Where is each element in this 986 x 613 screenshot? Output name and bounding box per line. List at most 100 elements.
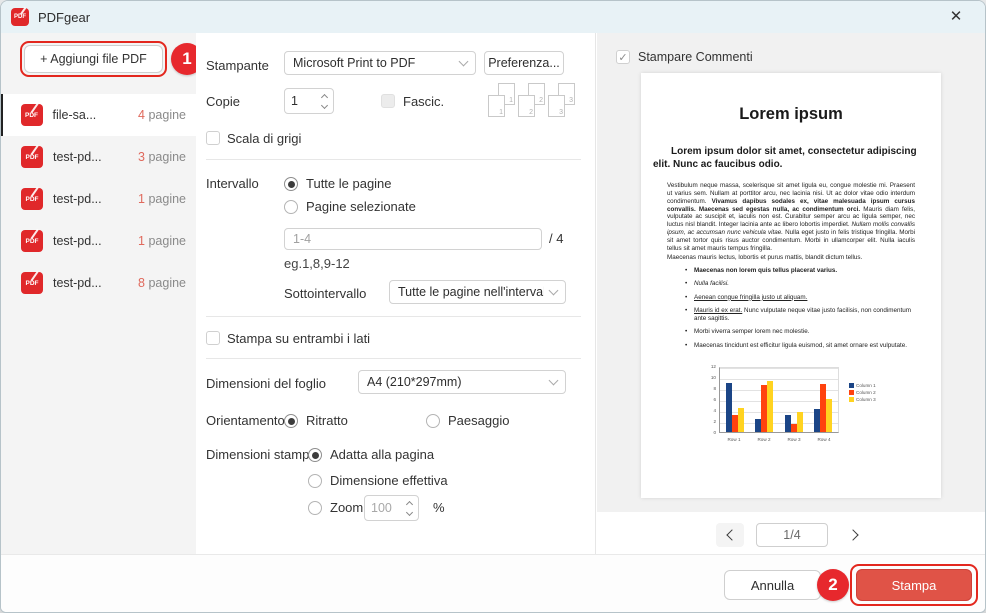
page-range-input[interactable]: 1-4: [284, 228, 542, 250]
page-count-number: 3: [138, 150, 145, 164]
duplex-checkbox[interactable]: [206, 331, 220, 345]
doc-text-segment: Aenean congue fringilla justo ut aliquam…: [694, 293, 808, 301]
doc-lead-line: Maecenas mauris lectus, lobortis et puru…: [667, 254, 863, 261]
file-list: PDF file-sa... 4 pagine PDF test-pd... 3 pagi…: [1, 94, 196, 304]
doc-intro: Lorem ipsum dolor sit amet, consectetur …: [653, 146, 917, 170]
x-tick-label: Row 1: [727, 437, 741, 442]
actual-size-radio[interactable]: [308, 474, 322, 488]
printer-label: Stampante: [206, 58, 269, 73]
legend-label: Column 3: [856, 397, 876, 402]
chevron-left-icon: [725, 529, 738, 541]
print-button[interactable]: Stampa: [856, 569, 972, 601]
x-tick-label: Row 4: [817, 437, 831, 442]
fit-page-label: Adatta alla pagina: [330, 447, 435, 462]
file-list-item[interactable]: PDF file-sa... 4 pagine: [1, 94, 196, 136]
range-all-radio[interactable]: [284, 177, 298, 191]
y-tick-label: 10: [710, 375, 716, 380]
doc-text-segment: Mauris id ex erat.: [694, 307, 743, 315]
bar-column-1: [725, 383, 732, 432]
fit-page-radio[interactable]: [308, 448, 322, 462]
zoom-stepper[interactable]: 100: [364, 495, 419, 521]
doc-bullet-item: Maecenas non lorem quis tellus placerat …: [685, 267, 915, 275]
next-page-button[interactable]: [840, 523, 868, 547]
file-name: test-pd...: [53, 150, 102, 164]
cancel-button[interactable]: Annulla: [724, 570, 821, 600]
chevron-down-icon: [458, 56, 469, 67]
doc-text-segment: Nulla eget justo in felis tristique frin…: [667, 229, 915, 252]
bar-column-2: [820, 384, 827, 432]
y-tick-label: 8: [713, 386, 716, 391]
printer-select[interactable]: Microsoft Print to PDF: [284, 51, 476, 75]
page-count: 1 pagine: [138, 192, 186, 206]
spinner-down-icon[interactable]: [405, 508, 414, 516]
page-count-number: 4: [138, 108, 145, 122]
divider: [206, 316, 581, 317]
y-tick-label: 0: [713, 430, 716, 435]
prev-page-button[interactable]: [716, 523, 744, 547]
copies-stepper[interactable]: 1: [284, 88, 334, 114]
y-tick-label: 4: [713, 408, 716, 413]
page-number: 1: [509, 97, 513, 104]
pdf-file-icon: PDF: [21, 146, 43, 168]
page-count-number: 1: [138, 234, 145, 248]
add-pdf-button[interactable]: + Aggiungi file PDF: [24, 45, 163, 73]
preferences-button[interactable]: Preferenza...: [484, 51, 564, 75]
bar-column-2: [731, 414, 738, 432]
range-total: / 4: [549, 231, 564, 246]
page-indicator[interactable]: 1/4: [756, 523, 828, 547]
file-list-item[interactable]: PDF test-pd... 1 pagine: [1, 178, 196, 220]
pdf-file-icon: PDF: [21, 188, 43, 210]
actual-size-label: Dimensione effettiva: [330, 473, 448, 488]
legend-entry: Column 3: [849, 397, 876, 402]
doc-bullet-item: Morbi viverra semper lorem nec molestie.: [685, 328, 915, 336]
print-settings-panel: Stampante Microsoft Print to PDF Prefere…: [196, 33, 596, 554]
chevron-down-icon: [548, 285, 559, 296]
paper-size-select[interactable]: A4 (210*297mm): [358, 370, 566, 394]
file-name: test-pd...: [53, 234, 102, 248]
landscape-radio[interactable]: [426, 414, 440, 428]
file-list-item[interactable]: PDF test-pd... 3 pagine: [1, 136, 196, 178]
bar-column-1: [755, 419, 762, 432]
file-list-item[interactable]: PDF test-pd... 8 pagine: [1, 262, 196, 304]
y-tick-label: 12: [710, 364, 716, 369]
page-count-number: 8: [138, 276, 145, 290]
close-icon[interactable]: ✕: [949, 8, 963, 25]
doc-text-segment: Vivamus dapibus sodales ex, vitae malesu…: [667, 197, 915, 213]
doc-text-segment: Mauris diam felis, vulputate ac suscipit…: [667, 205, 915, 229]
chart-plot-area: [719, 367, 839, 433]
chevron-right-icon: [846, 529, 859, 541]
subrange-select[interactable]: Tutte le pagine nell'interval: [389, 280, 566, 304]
subrange-label: Sottointervallo: [284, 286, 367, 301]
preview-panel: ✓ Stampare Commenti Lorem ipsum Lorem ip…: [597, 33, 985, 512]
bar-column-1: [814, 409, 821, 432]
range-hint: eg.1,8,9-12: [284, 256, 350, 271]
page-shape: 2: [518, 95, 535, 117]
zoom-radio[interactable]: [308, 501, 322, 515]
grayscale-checkbox[interactable]: [206, 131, 220, 145]
spinner-down-icon[interactable]: [320, 101, 329, 109]
legend-entry: Column 2: [849, 390, 876, 395]
print-comments-checkbox[interactable]: ✓: [616, 50, 630, 64]
bar-column-3: [737, 408, 744, 432]
footer-bar: Annulla 2 Stampa: [1, 554, 985, 612]
doc-text-segment: Maecenas tincidunt est efficitur ligula …: [694, 341, 908, 349]
page-number: 3: [569, 97, 573, 104]
legend-entry: Column 1: [849, 383, 876, 388]
range-selected-radio[interactable]: [284, 200, 298, 214]
file-list-item[interactable]: PDF test-pd... 1 pagine: [1, 220, 196, 262]
spinner-up-icon[interactable]: [405, 500, 414, 508]
portrait-radio[interactable]: [284, 414, 298, 428]
doc-text-segment: Morbi viverra semper lorem nec molestie.: [694, 328, 810, 336]
paper-size-label: Dimensioni del foglio: [206, 376, 326, 391]
bar-group: [784, 368, 803, 432]
pdf-file-icon: PDF: [21, 230, 43, 252]
spinner-up-icon[interactable]: [320, 93, 329, 101]
divider: [206, 159, 581, 160]
collate-checkbox[interactable]: [381, 94, 395, 108]
orientation-label: Orientamento: [206, 413, 285, 428]
window-title: PDFgear: [38, 9, 91, 25]
doc-bullet-item: Maecenas tincidunt est efficitur ligula …: [685, 342, 915, 350]
